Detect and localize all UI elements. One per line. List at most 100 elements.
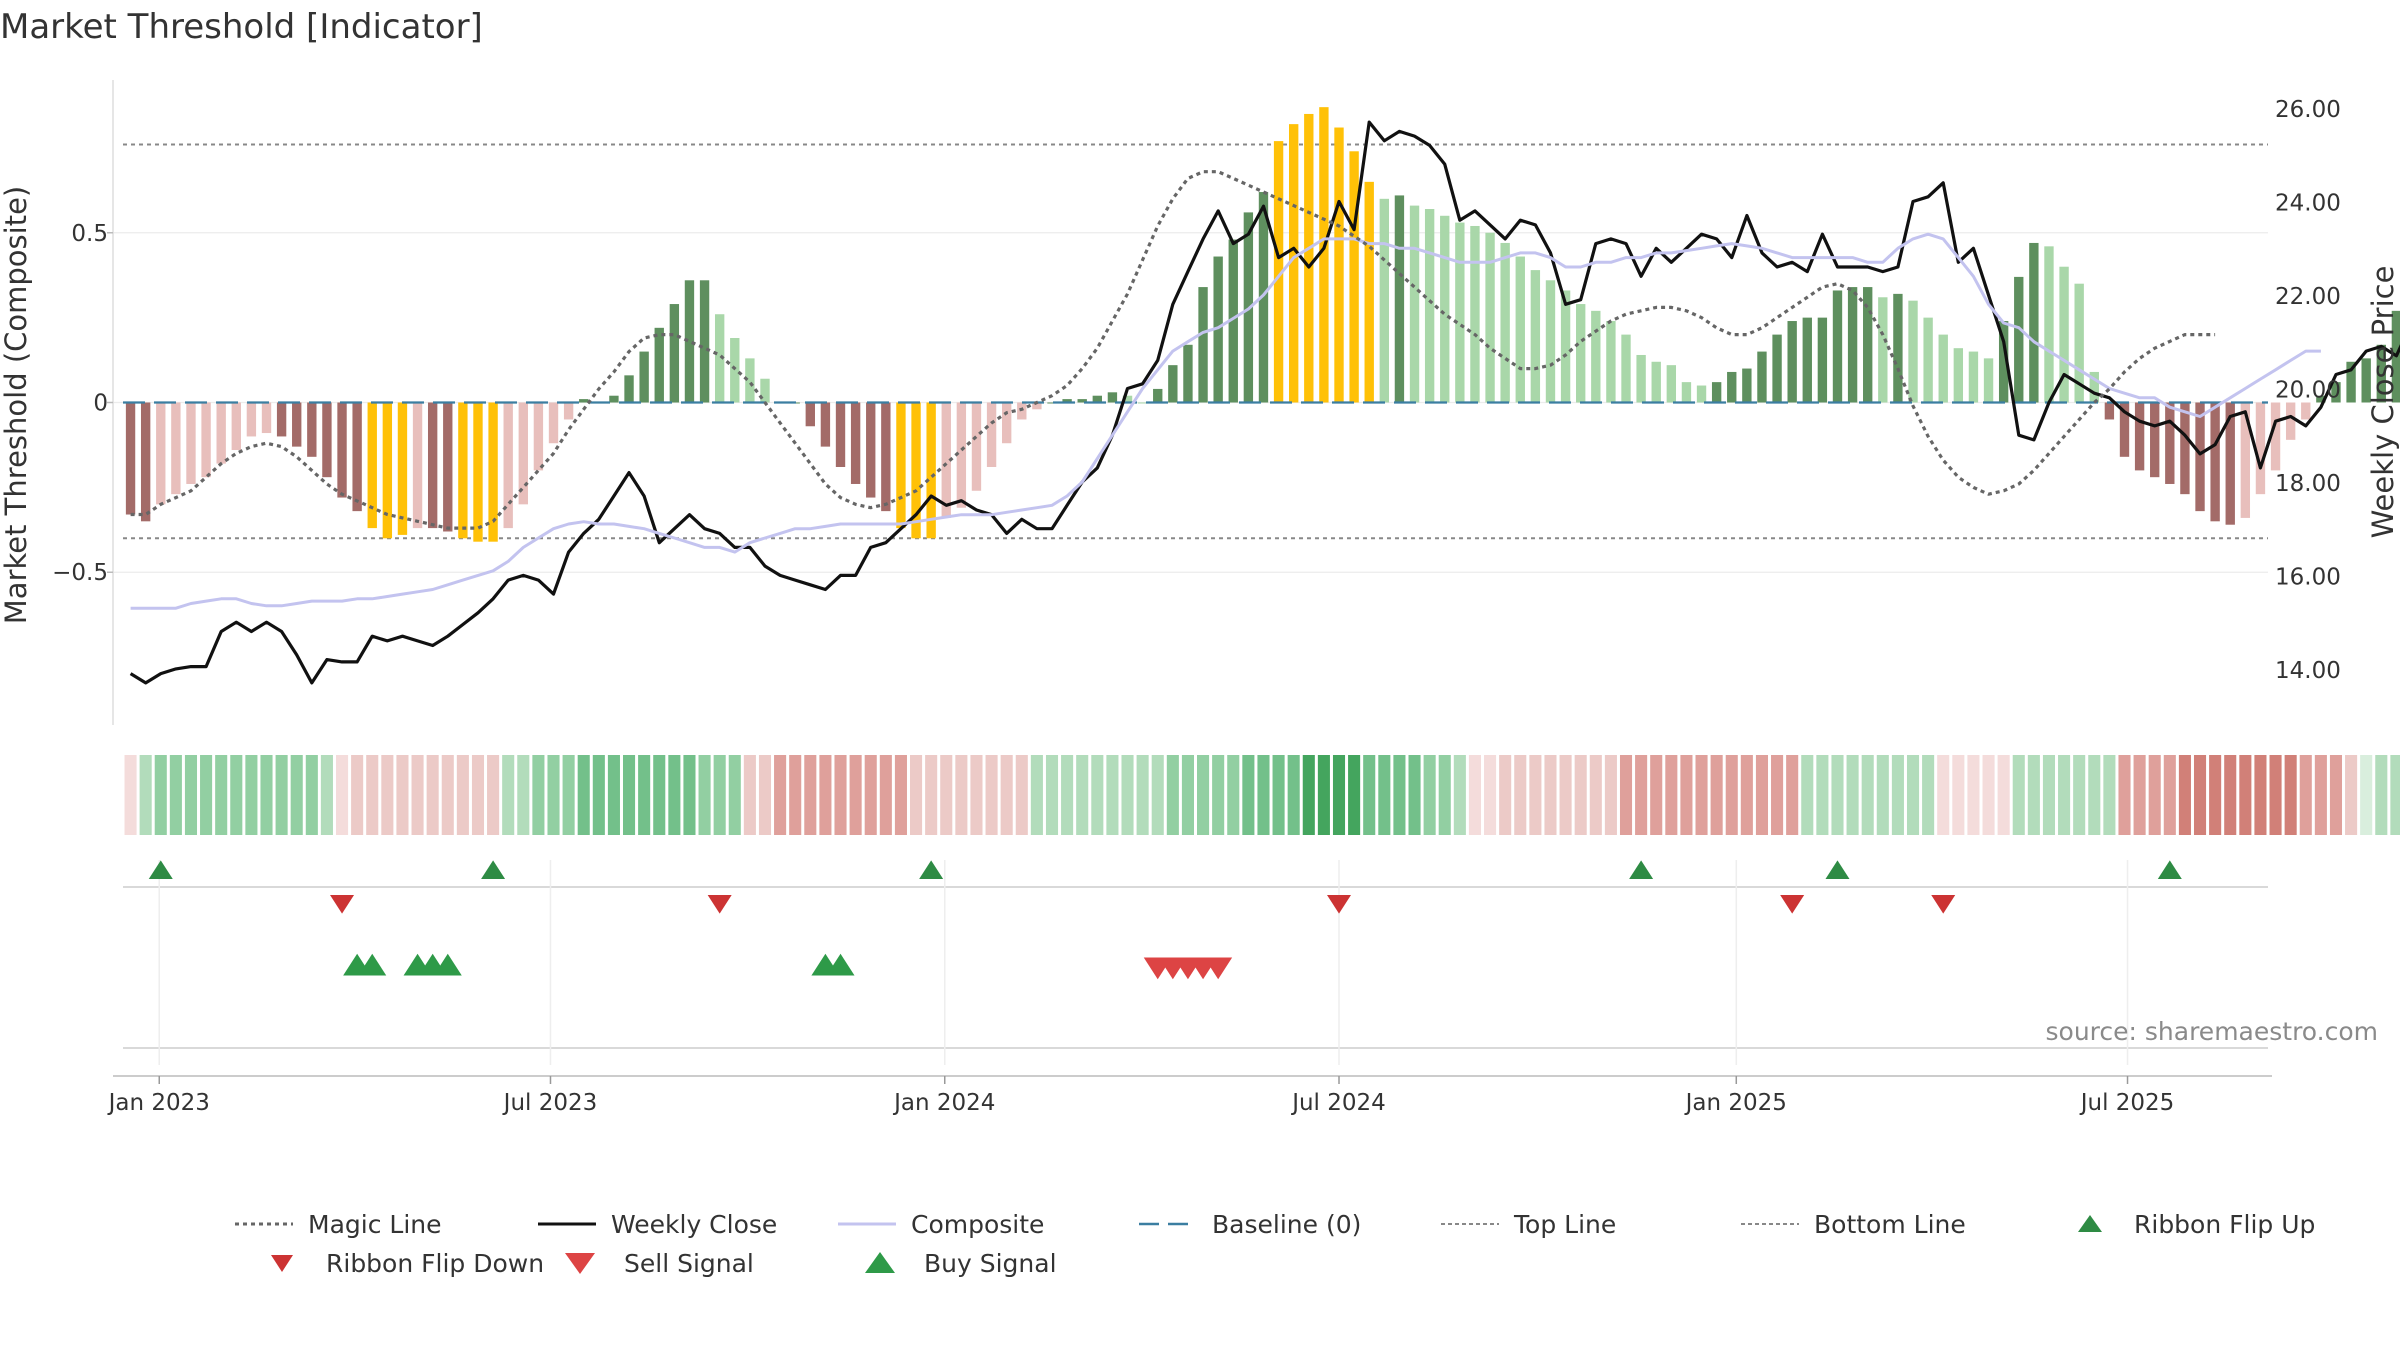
ribbon-cell — [759, 755, 771, 835]
composite-bar — [398, 403, 407, 535]
composite-bar — [443, 403, 452, 532]
ribbon-cell — [1031, 755, 1043, 835]
ribbon-cell — [155, 755, 167, 835]
legend-item: Baseline (0) — [1139, 1210, 1361, 1239]
ribbon-cell — [1242, 755, 1254, 835]
ribbon-cell — [472, 755, 484, 835]
composite-bar — [262, 403, 271, 434]
ribbon-cell — [1408, 755, 1420, 835]
ribbon-cell — [789, 755, 801, 835]
composite-bar — [2150, 403, 2159, 478]
x-tick-label: Jul 2023 — [502, 1090, 598, 1116]
composite-bar — [2135, 403, 2144, 471]
ribbon-cell — [880, 755, 892, 835]
ribbon-cell — [1816, 755, 1828, 835]
ribbon-cell — [125, 755, 137, 835]
ribbon-cell — [2013, 755, 2025, 835]
composite-bar — [1923, 318, 1932, 403]
ribbon-cell — [638, 755, 650, 835]
ribbon-cell — [1771, 755, 1783, 835]
legend-item: Top Line — [1441, 1210, 1616, 1239]
right-y-tick-label: 14.00 — [2275, 658, 2341, 684]
ribbon-cell — [714, 755, 726, 835]
composite-bar — [639, 352, 648, 403]
ribbon-cell — [487, 755, 499, 835]
composite-bar — [2210, 403, 2219, 522]
ribbon-cell — [1967, 755, 1979, 835]
composite-bar — [1380, 199, 1389, 403]
ribbon-cell — [2179, 755, 2191, 835]
legend-item: Weekly Close — [538, 1210, 777, 1239]
ribbon-flip-up-marker — [1629, 860, 1653, 879]
x-tick-label: Jan 2025 — [1684, 1090, 1787, 1116]
composite-bar — [1727, 372, 1736, 403]
ribbon-cell — [547, 755, 559, 835]
legend-label: Ribbon Flip Down — [326, 1249, 544, 1278]
ribbon-cell — [865, 755, 877, 835]
ribbon-cell — [291, 755, 303, 835]
legend: Magic Line Weekly Close Composite Baseline … — [235, 1210, 2315, 1278]
ribbon-cell — [1303, 755, 1315, 835]
ribbon-cell — [517, 755, 529, 835]
composite-bar — [1878, 297, 1887, 402]
composite-bar — [609, 396, 618, 403]
ribbon-cell — [1741, 755, 1753, 835]
composite-bar — [1138, 403, 1147, 404]
ribbon-flip-up-marker — [1825, 860, 1849, 879]
ribbon-cell — [532, 755, 544, 835]
ribbon-flip-down-marker — [1780, 895, 1804, 914]
ribbon-cell — [1152, 755, 1164, 835]
ribbon-cell — [245, 755, 257, 835]
composite-bar — [534, 403, 543, 471]
ribbon-cell — [1273, 755, 1285, 835]
ribbon-cell — [1257, 755, 1269, 835]
ribbon-cell — [1756, 755, 1768, 835]
ribbon-cell — [140, 755, 152, 835]
composite-bar — [307, 403, 316, 457]
legend-item: Buy Signal — [865, 1249, 1057, 1278]
ribbon-cell — [2224, 755, 2236, 835]
ribbon-flip-up-marker — [481, 860, 505, 879]
composite-bar — [2180, 403, 2189, 495]
right-y-tick-label: 20.00 — [2275, 377, 2341, 403]
chart-title: Market Threshold [Indicator] — [0, 7, 483, 47]
ribbon-cell — [200, 755, 212, 835]
ribbon-cell — [850, 755, 862, 835]
composite-bar — [821, 403, 830, 447]
composite-bar — [2105, 403, 2114, 420]
ribbon-cell — [1801, 755, 1813, 835]
x-tick-label: Jul 2024 — [1290, 1090, 1386, 1116]
left-y-tick-label: −0.5 — [52, 560, 108, 586]
ribbon-cell — [1514, 755, 1526, 835]
ribbon-cell — [834, 755, 846, 835]
ribbon-cell — [563, 755, 575, 835]
composite-bar — [352, 403, 361, 512]
composite-bar — [1893, 294, 1902, 403]
composite-bar — [987, 403, 996, 468]
composite-bar — [277, 403, 286, 437]
ribbon-cell — [1831, 755, 1843, 835]
composite-bar — [2165, 403, 2174, 484]
ribbon-cell — [2330, 755, 2342, 835]
color-ribbon — [125, 755, 2400, 835]
ribbon-cell — [1469, 755, 1481, 835]
ribbon-cell — [608, 755, 620, 835]
composite-bar — [322, 403, 331, 478]
composite-bar — [1954, 348, 1963, 402]
composite-bar — [1425, 209, 1434, 403]
ribbon-cell — [1393, 755, 1405, 835]
ribbon-cell — [1937, 755, 1949, 835]
ribbon-cell — [2088, 755, 2100, 835]
ribbon-cell — [804, 755, 816, 835]
legend-item: Bottom Line — [1741, 1210, 1966, 1239]
ribbon-cell — [396, 755, 408, 835]
composite-bar — [2195, 403, 2204, 512]
ribbon-cell — [1695, 755, 1707, 835]
ribbon-cell — [1333, 755, 1345, 835]
legend-swatch — [271, 1255, 293, 1272]
ribbon-cell — [1016, 755, 1028, 835]
ribbon-cell — [1106, 755, 1118, 835]
ribbon-cell — [351, 755, 363, 835]
composite-bar — [413, 403, 422, 529]
ribbon-cell — [895, 755, 907, 835]
